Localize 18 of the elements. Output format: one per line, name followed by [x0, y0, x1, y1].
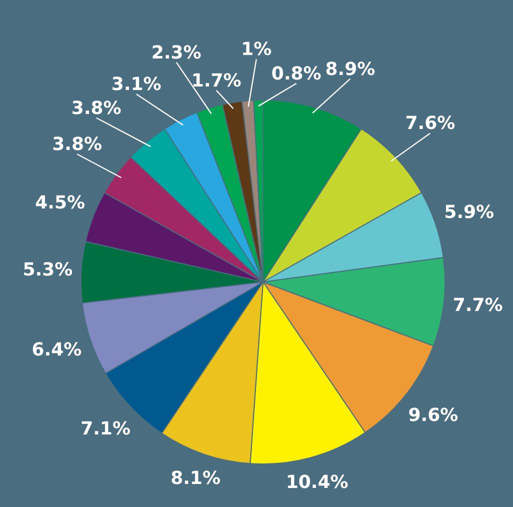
data-label: 7.7% [452, 295, 503, 316]
data-label: 1.7% [191, 70, 242, 92]
data-label: 2.3% [151, 42, 202, 64]
data-label: 10.4% [286, 472, 348, 493]
data-label: 3.8% [52, 134, 102, 156]
data-label: 8.9% [325, 58, 376, 80]
data-label: 9.6% [408, 404, 458, 426]
data-label: 7.6% [405, 113, 456, 134]
data-label: 5.3% [22, 259, 73, 280]
data-label: 5.9% [444, 202, 494, 223]
data-label: 0.8% [271, 63, 322, 84]
data-label: 3.1% [111, 74, 162, 96]
data-label: 8.1% [170, 468, 220, 489]
data-label: 7.1% [80, 418, 130, 440]
data-label: 1% [241, 39, 272, 60]
data-label: 6.4% [32, 340, 82, 361]
data-label: 4.5% [35, 192, 86, 214]
data-label: 3.8% [71, 98, 122, 119]
